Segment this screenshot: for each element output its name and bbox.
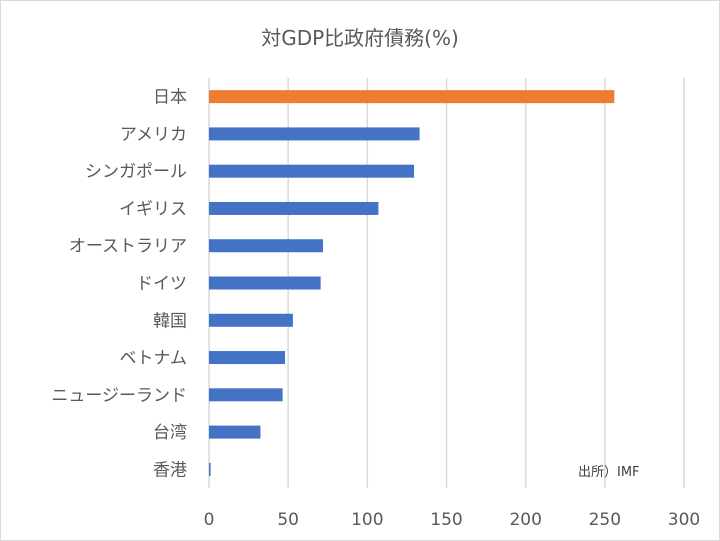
category-label: ベトナム — [120, 349, 188, 369]
category-label: シンガポール — [85, 162, 187, 182]
x-tick-label: 100 — [351, 510, 383, 530]
category-label: 香港 — [153, 460, 187, 480]
category-label: イギリス — [119, 199, 187, 219]
category-label: 日本 — [153, 88, 187, 108]
chart-title: 対GDP比政府債務(%) — [261, 26, 459, 50]
x-tick-label: 0 — [204, 510, 215, 530]
bar — [209, 388, 283, 402]
source-annotation: 出所）IMF — [578, 465, 640, 480]
bar — [209, 425, 261, 439]
x-tick-label: 200 — [509, 510, 541, 530]
bar — [209, 90, 615, 104]
x-tick-label: 150 — [430, 510, 462, 530]
bar — [209, 351, 285, 365]
bar — [209, 201, 379, 215]
bar — [209, 462, 211, 476]
category-label: 韓国 — [153, 311, 187, 331]
bar — [209, 239, 323, 253]
bar — [209, 164, 415, 178]
category-label: オーストラリア — [69, 237, 187, 257]
bar — [209, 127, 420, 141]
x-tick-label: 250 — [589, 510, 621, 530]
category-label: ニュージーランド — [51, 386, 187, 406]
category-label: 台湾 — [153, 423, 187, 443]
category-label: ドイツ — [136, 274, 187, 294]
category-label: アメリカ — [120, 125, 187, 145]
bar — [209, 276, 321, 290]
x-tick-label: 50 — [277, 510, 299, 530]
x-tick-label: 300 — [668, 510, 700, 530]
bar — [209, 313, 293, 327]
